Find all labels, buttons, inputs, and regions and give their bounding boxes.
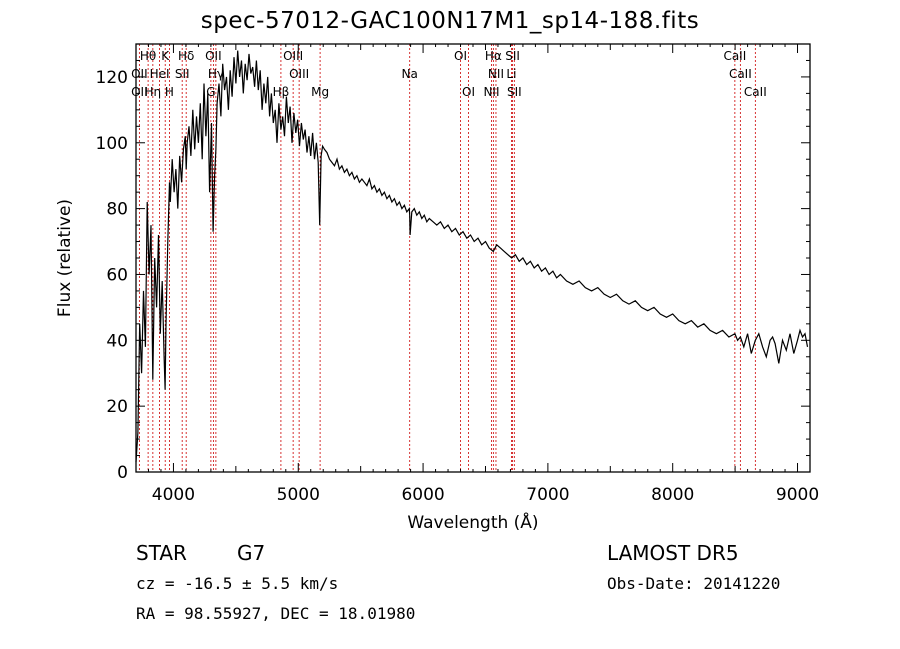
line-marker-label-12: Hγ: [208, 67, 224, 81]
plot-frame: [135, 43, 811, 473]
line-marker-label-7: SII: [505, 49, 520, 63]
y-tick-label: 100: [96, 134, 128, 154]
line-marker-label-22: Hβ: [273, 85, 290, 99]
y-axis-ticks: 0 20 40 60 80 100 120: [96, 43, 810, 483]
observation-date: Obs-Date: 20141220: [607, 574, 781, 593]
survey-name: LAMOST DR5: [607, 541, 739, 565]
spectrum-series-line: [135, 50, 809, 463]
y-tick-label: 120: [96, 68, 128, 88]
line-marker-label-6: Hα: [485, 49, 502, 63]
redshift-velocity: cz = -16.5 ± 5.5 km/s: [136, 574, 339, 593]
line-marker-label-2: Hδ: [178, 49, 194, 63]
x-tick-label: 4000: [152, 485, 195, 505]
line-marker-label-27: CaII: [744, 85, 767, 99]
line-marker-label-18: OII: [131, 85, 148, 99]
y-tick-label: 60: [106, 265, 128, 285]
line-marker-label-4: OIII: [283, 49, 303, 63]
line-marker-label-24: OI: [462, 85, 475, 99]
line-marker-label-13: OIII: [289, 67, 309, 81]
y-tick-label: 0: [117, 463, 128, 483]
object-class: STAR: [136, 541, 187, 565]
line-marker-label-19: Hη: [145, 85, 162, 99]
line-marker-label-15: NII: [488, 67, 504, 81]
line-markers: [138, 44, 756, 472]
x-tick-label: 8000: [651, 485, 694, 505]
line-marker-label-3: OII: [205, 49, 222, 63]
y-tick-label: 40: [106, 331, 128, 351]
line-marker-label-21: G: [206, 85, 215, 99]
line-marker-label-0: Hθ: [140, 49, 156, 63]
line-marker-label-11: SII: [175, 67, 190, 81]
x-axis-ticks: 4000 5000 6000 7000 8000 9000: [135, 44, 819, 505]
line-marker-label-8: CaII: [723, 49, 746, 63]
x-tick-label: 7000: [526, 485, 569, 505]
y-tick-label: 20: [106, 397, 128, 417]
line-marker-label-5: OI: [454, 49, 467, 63]
line-marker-label-14: Na: [402, 67, 418, 81]
coordinates: RA = 98.55927, DEC = 18.01980: [136, 604, 416, 623]
line-marker-label-1: K: [161, 49, 170, 63]
x-axis-label: Wavelength (Å): [407, 511, 538, 533]
chart-title: spec-57012-GAC100N17M1_sp14-188.fits: [200, 8, 700, 34]
x-tick-label: 5000: [277, 485, 320, 505]
line-marker-label-20: H: [165, 85, 174, 99]
line-marker-label-26: SII: [507, 85, 522, 99]
line-marker-label-23: Mg: [311, 85, 329, 99]
line-marker-label-16: Li: [506, 67, 516, 81]
line-marker-label-9: OII: [131, 67, 148, 81]
y-axis-label: Flux (relative): [55, 199, 75, 317]
line-marker-label-17: CaII: [729, 67, 752, 81]
line-marker-label-10: HeI: [150, 67, 170, 81]
line-marker-label-25: NII: [483, 85, 499, 99]
y-tick-label: 80: [106, 200, 128, 220]
x-tick-label: 9000: [776, 485, 819, 505]
object-subclass: G7: [237, 541, 266, 565]
x-tick-label: 6000: [401, 485, 444, 505]
